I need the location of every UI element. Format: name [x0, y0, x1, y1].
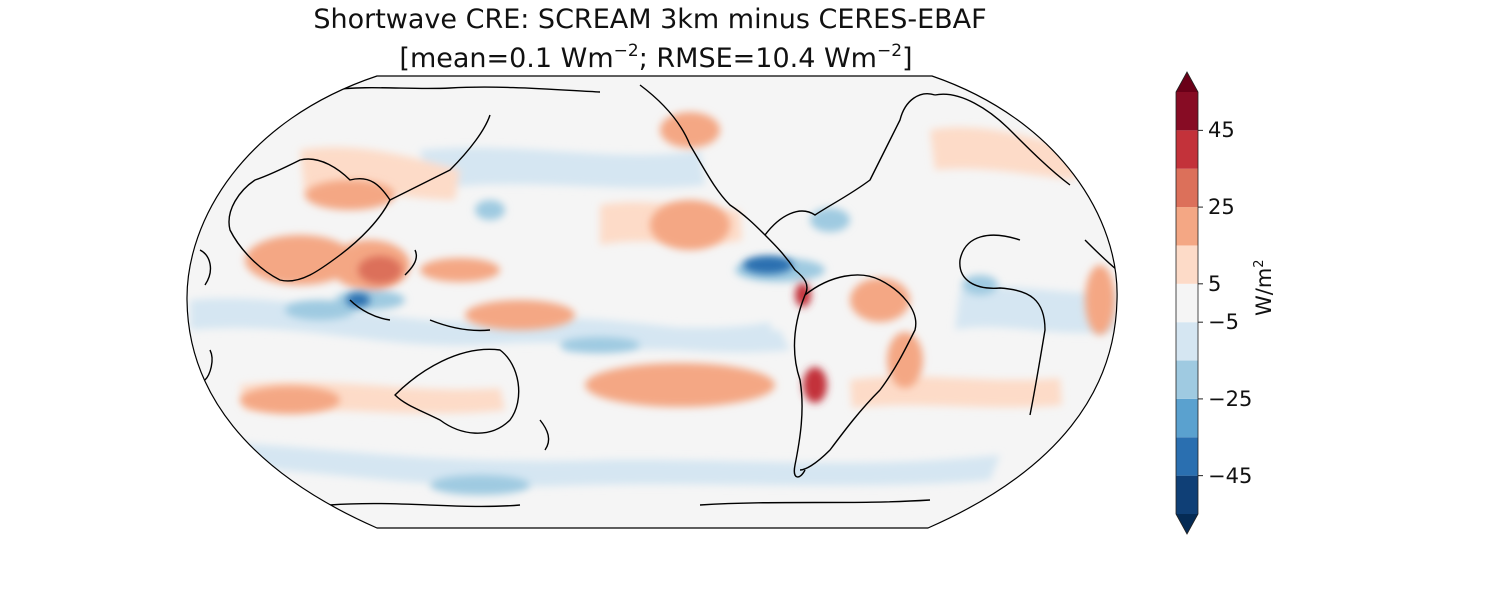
colorbar-segment	[1176, 168, 1198, 208]
subtitle-open: [mean=0.1 Wm	[399, 43, 614, 74]
negative-anomaly	[430, 475, 530, 495]
coastline-south-america-east	[799, 274, 917, 471]
positive-anomaly	[887, 332, 923, 388]
colorbar-tick-label: −45	[1208, 463, 1253, 488]
subtitle-middle: ; RMSE=10.4 Wm	[638, 43, 877, 74]
colorbar-extend-high	[1176, 72, 1198, 92]
pale-red-region	[850, 376, 1062, 408]
strong-negative-anomaly	[743, 256, 793, 274]
negative-anomaly	[285, 300, 355, 320]
unit-base: W/m	[1252, 267, 1276, 316]
positive-anomaly	[1085, 265, 1115, 335]
coastline-indonesia	[349, 299, 391, 321]
coastline-antarctica	[329, 502, 521, 508]
coastline-arctic	[329, 86, 601, 93]
positive-anomaly	[585, 363, 775, 407]
coastline-east-asia	[389, 114, 491, 201]
positive-anomaly	[420, 258, 500, 282]
coastline-south-america-west	[793, 294, 806, 478]
coastline-europe	[934, 93, 1071, 186]
colorbar-segment	[1176, 245, 1198, 284]
colorbar-tick-label: 5	[1208, 271, 1222, 296]
positive-anomaly	[240, 386, 340, 414]
colorbar-tick-label: −5	[1208, 310, 1239, 335]
colorbar-segment	[1176, 283, 1198, 323]
negative-anomaly	[560, 337, 640, 353]
coastline-arabia	[199, 249, 212, 286]
colorbar-outline	[1175, 71, 1199, 535]
unit-exponent: 2	[1252, 259, 1267, 268]
negative-anomaly	[962, 275, 998, 295]
coastline-africa	[959, 234, 1046, 416]
subtitle-exp-2: −2	[876, 41, 903, 61]
colorbar	[1175, 71, 1203, 535]
colorbar-segment	[1176, 322, 1198, 361]
positive-anomaly	[650, 200, 730, 250]
coastline-madagascar	[204, 349, 213, 381]
negative-anomaly	[810, 208, 850, 232]
map-boundary	[186, 75, 1118, 529]
anomaly-field	[186, 76, 1118, 528]
negative-anomaly	[475, 200, 505, 220]
subtitle-close: ]	[902, 43, 913, 74]
moderate-bands	[240, 112, 1115, 495]
coastline-africa-east	[1084, 239, 1118, 271]
figure-title: Shortwave CRE: SCREAM 3km minus CERES-EB…	[313, 4, 987, 35]
coastline-philippines	[404, 249, 417, 276]
coastline-north-america-west	[639, 84, 808, 296]
colorbar-tick-label: 45	[1208, 118, 1235, 143]
positive-anomaly	[305, 180, 395, 210]
pale-blue-region	[955, 287, 1115, 333]
coastline-new-guinea	[429, 319, 491, 332]
coastlines	[199, 84, 1118, 508]
colorbar-segment	[1176, 437, 1198, 476]
figure-subtitle: [mean=0.1 Wm−2; RMSE=10.4 Wm−2]	[0, 41, 1312, 74]
positive-anomaly	[465, 300, 575, 330]
colorbar-segment	[1176, 398, 1198, 438]
strong-positive-anomaly	[803, 367, 827, 403]
pale-blue-region	[420, 147, 705, 190]
positive-anomaly	[660, 112, 720, 148]
coastline-asia	[228, 158, 391, 282]
strong-positive-anomaly	[795, 283, 811, 307]
positive-anomaly	[850, 278, 910, 322]
colorbar-tick-label: −25	[1208, 386, 1253, 411]
colorbar-segment	[1176, 92, 1198, 131]
coastline-new-zealand	[539, 419, 550, 451]
positive-anomaly	[245, 235, 355, 285]
coastline-north-america-east	[764, 93, 936, 236]
coastline-australia	[394, 348, 520, 434]
pale-blue-region	[200, 440, 1000, 487]
colorbar-unit-label: W/m2	[1252, 259, 1276, 316]
colorbar-segment	[1176, 207, 1198, 246]
colorbar-segment	[1176, 475, 1198, 514]
colorbar-extend-low	[1176, 514, 1198, 534]
subtitle-exp-1: −2	[613, 41, 639, 61]
coastline-antarctica-west	[699, 499, 931, 506]
strong-bands	[346, 256, 827, 403]
strong-positive-anomaly	[358, 256, 402, 284]
colorbar-segment	[1176, 130, 1198, 169]
colorbar-segment	[1176, 360, 1198, 399]
strong-negative-anomaly	[346, 293, 370, 307]
colorbar-tick-label: 25	[1208, 195, 1235, 220]
